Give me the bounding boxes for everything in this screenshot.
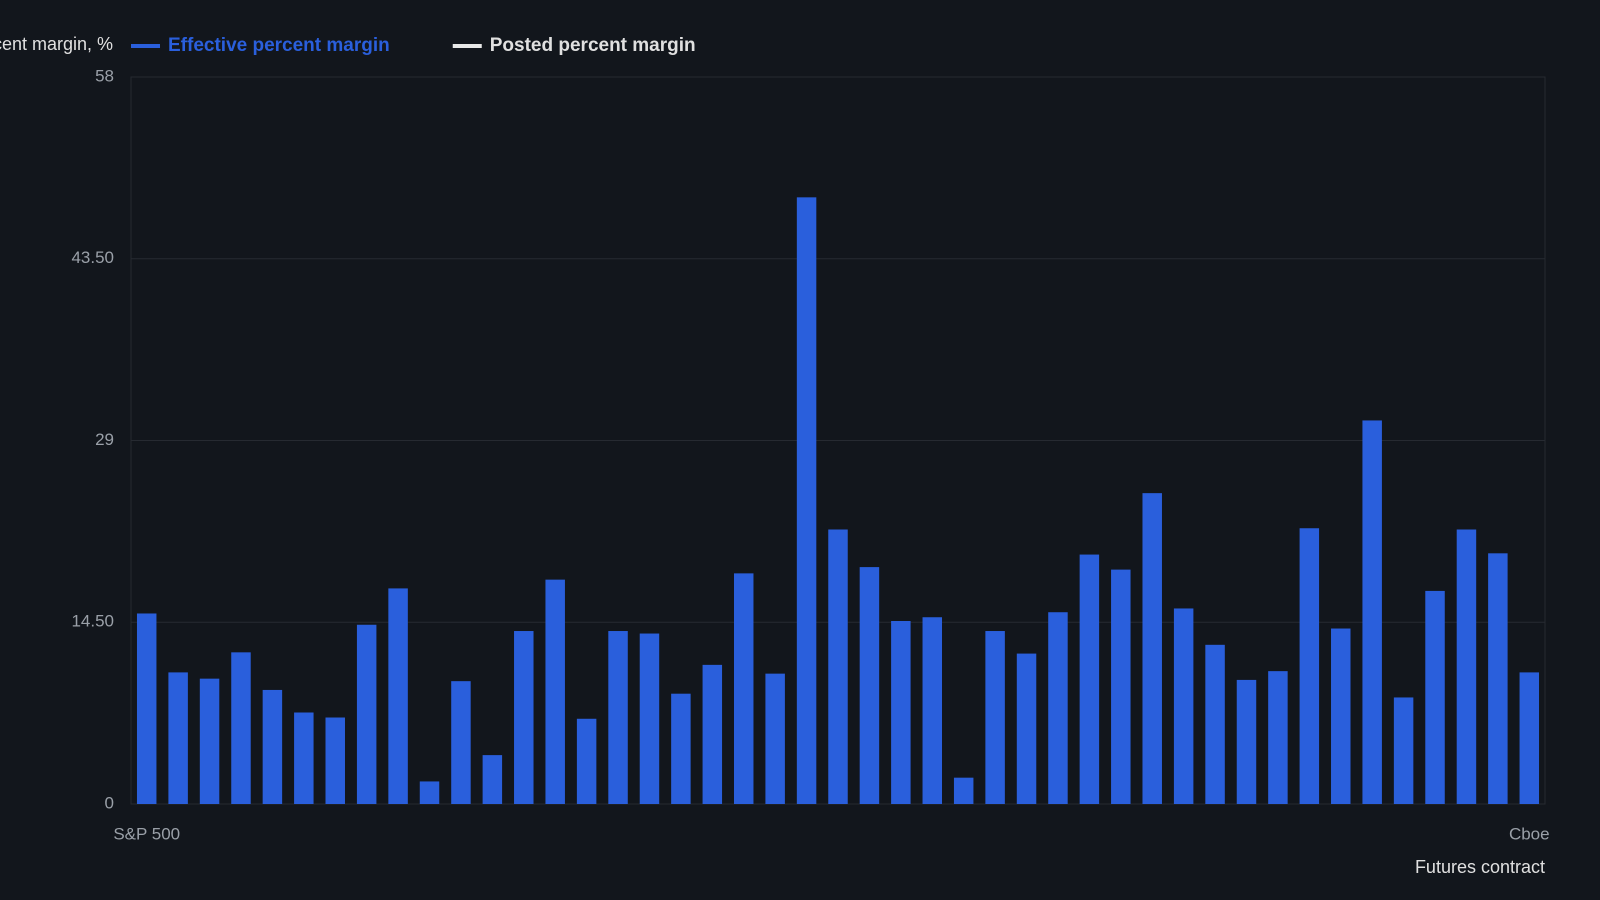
- bar: [1299, 528, 1320, 804]
- bar: [702, 664, 723, 804]
- bar: [1111, 569, 1131, 804]
- bar: [1425, 590, 1445, 804]
- bar: [388, 588, 408, 804]
- bar: [1236, 679, 1257, 804]
- bar: [419, 781, 440, 804]
- bar: [325, 717, 345, 804]
- bar: [1393, 697, 1414, 804]
- bar: [262, 689, 283, 804]
- bar: [1362, 420, 1382, 804]
- x-axis-title: Futures contract: [1415, 857, 1545, 877]
- bar: [1048, 612, 1068, 804]
- bar: [545, 579, 565, 804]
- bar: [1016, 653, 1037, 804]
- legend-label: Posted percent margin: [490, 35, 696, 56]
- bar: [356, 624, 377, 804]
- x-tick-label: S&P 500: [113, 824, 180, 843]
- y-tick-label: 43.50: [71, 248, 114, 267]
- bar: [1488, 553, 1508, 804]
- bar: [482, 755, 503, 804]
- bar: [1205, 644, 1225, 804]
- bar: [953, 777, 974, 804]
- y-tick-label: 14.50: [71, 612, 114, 631]
- legend-label: Effective percent margin: [168, 35, 390, 56]
- bar: [294, 712, 314, 804]
- bar: [608, 631, 628, 804]
- bar: [796, 197, 817, 804]
- bar: [828, 529, 848, 804]
- bar: [1142, 493, 1162, 804]
- bar: [1456, 529, 1477, 804]
- bar: [231, 652, 251, 804]
- y-tick-label: 0: [105, 793, 114, 812]
- y-tick-label: 29: [95, 430, 114, 449]
- bar: [168, 672, 188, 804]
- x-tick-label: Cboe: [1509, 824, 1550, 843]
- bar: [136, 613, 157, 804]
- bar: [514, 631, 534, 804]
- y-tick-label: 58: [95, 66, 114, 85]
- bar: [1331, 628, 1351, 804]
- bar: [199, 678, 220, 804]
- bar: [859, 567, 880, 804]
- bar: [891, 620, 911, 804]
- bar: [765, 673, 785, 804]
- bar: [671, 693, 691, 804]
- bar: [733, 573, 754, 804]
- bar: [1519, 672, 1540, 804]
- bar: [451, 681, 471, 804]
- bar: [639, 633, 660, 804]
- bar: [985, 631, 1005, 804]
- y-axis-title: Percent margin, %: [0, 34, 113, 54]
- bar: [576, 718, 597, 804]
- bar: [922, 617, 943, 804]
- bar: [1079, 554, 1100, 804]
- bar: [1268, 671, 1288, 804]
- bar: [1173, 608, 1194, 804]
